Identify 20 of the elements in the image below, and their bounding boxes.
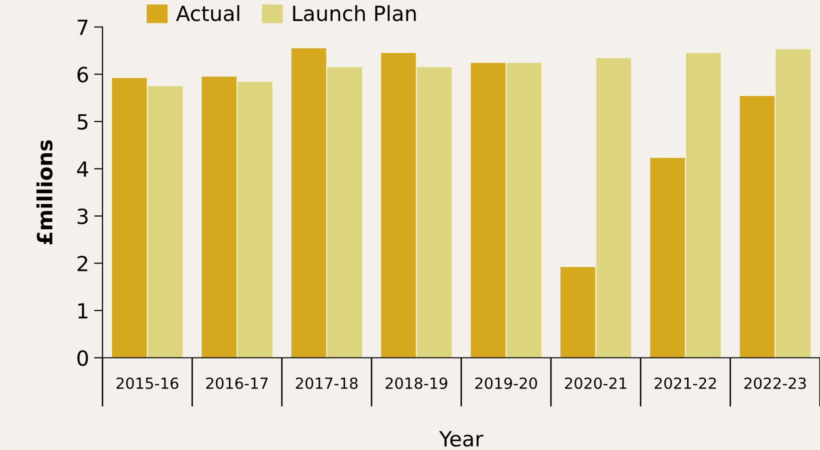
y-axis-title: £millions bbox=[36, 140, 53, 244]
x-tick-label: 2022-23 bbox=[744, 377, 806, 390]
x-tick-label: 2016-17 bbox=[206, 377, 268, 390]
x-tick-label: 2015-16 bbox=[116, 377, 178, 390]
x-tick-label: 2020-21 bbox=[564, 377, 626, 390]
x-tick-label: 2018-19 bbox=[386, 377, 448, 390]
y-tick-label: 2 bbox=[78, 256, 88, 272]
y-tick-label: 1 bbox=[78, 303, 88, 318]
y-tick-label: 5 bbox=[78, 114, 88, 130]
y-tick-label: 4 bbox=[77, 161, 88, 177]
legend-label: Launch Plan bbox=[293, 5, 416, 22]
x-tick-label: 2019-20 bbox=[475, 377, 537, 390]
legend-label: Actual bbox=[176, 5, 240, 22]
y-tick-label: 3 bbox=[78, 208, 88, 224]
y-tick-label: 0 bbox=[77, 350, 88, 366]
y-tick-label: 7 bbox=[78, 20, 88, 35]
x-tick-label: 2021-22 bbox=[654, 377, 716, 390]
x-tick-label: 2017-18 bbox=[296, 377, 358, 390]
y-tick-label: 6 bbox=[78, 66, 88, 82]
x-axis-title: Year bbox=[439, 431, 484, 447]
